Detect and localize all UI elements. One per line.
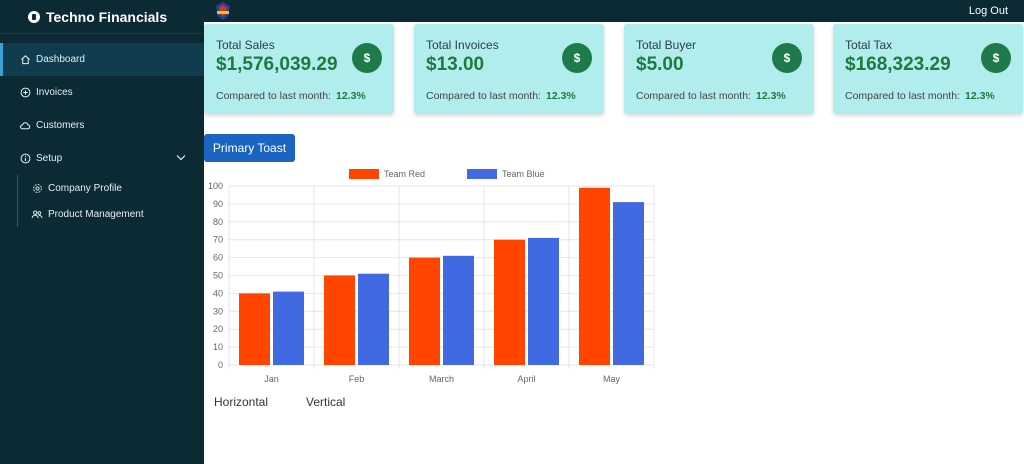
sidebar-item-label: Dashboard bbox=[36, 54, 85, 65]
card-value: $5.00 bbox=[636, 54, 684, 75]
home-icon bbox=[18, 54, 32, 65]
y-tick-label: 70 bbox=[213, 235, 223, 245]
cloud-icon bbox=[18, 120, 32, 131]
brand[interactable]: Techno Financials bbox=[0, 0, 204, 34]
bar bbox=[613, 202, 644, 365]
sidebar-item-invoices[interactable]: Invoices bbox=[0, 76, 204, 109]
bar bbox=[579, 187, 610, 365]
y-tick-label: 0 bbox=[218, 360, 223, 370]
compare-label: Compared to last month: bbox=[845, 90, 960, 102]
sidebar-item-label: Company Profile bbox=[48, 182, 122, 194]
stat-card-total-invoices: Total Invoices $13.00 $ Compared to last… bbox=[414, 24, 604, 114]
bar bbox=[443, 255, 474, 365]
legend-swatch bbox=[349, 169, 379, 179]
sidebar-item-label: Product Management bbox=[48, 208, 144, 220]
bar bbox=[528, 237, 559, 365]
y-tick-label: 90 bbox=[213, 199, 223, 209]
y-tick-label: 50 bbox=[213, 271, 223, 281]
chevron-down-icon[interactable] bbox=[176, 153, 186, 164]
y-tick-label: 80 bbox=[213, 217, 223, 227]
dollar-icon: $ bbox=[562, 43, 592, 73]
sidebar-item-setup[interactable]: Setup bbox=[0, 142, 204, 175]
compare-label: Compared to last month: bbox=[216, 90, 331, 102]
bar bbox=[324, 275, 355, 365]
bar bbox=[239, 293, 270, 365]
setup-submenu: Company Profile Product Management bbox=[17, 175, 204, 227]
x-tick-label: Jan bbox=[264, 374, 279, 384]
info-circle-icon bbox=[18, 153, 32, 164]
card-value: $13.00 bbox=[426, 54, 485, 75]
x-tick-label: April bbox=[517, 374, 535, 384]
compare-value: 12.3% bbox=[964, 90, 995, 102]
sidebar-item-label: Customers bbox=[36, 120, 85, 131]
horizontal-option[interactable]: Horizontal bbox=[214, 395, 269, 409]
compare-value: 12.3% bbox=[755, 90, 786, 102]
card-compare: Compared to last month: 12.3% bbox=[636, 90, 786, 102]
compare-value: 12.3% bbox=[335, 90, 366, 102]
stat-card-total-tax: Total Tax $168,323.29 $ Compared to last… bbox=[833, 24, 1023, 114]
legend-label: Team Red bbox=[384, 169, 425, 179]
plus-circle-icon bbox=[18, 87, 32, 98]
x-tick-label: Feb bbox=[349, 374, 365, 384]
legend-swatch bbox=[467, 169, 497, 179]
card-title: Total Sales bbox=[216, 38, 275, 52]
compare-label: Compared to last month: bbox=[636, 90, 751, 102]
card-value: $168,323.29 bbox=[845, 54, 951, 75]
bar bbox=[494, 239, 525, 365]
card-title: Total Buyer bbox=[636, 38, 697, 52]
card-title: Total Invoices bbox=[426, 38, 499, 52]
legend-label: Team Blue bbox=[502, 169, 545, 179]
bar bbox=[358, 273, 389, 365]
y-tick-label: 10 bbox=[213, 342, 223, 352]
sidebar-item-label: Setup bbox=[36, 153, 63, 164]
logout-link[interactable]: Log Out bbox=[968, 5, 1008, 17]
gear-icon bbox=[30, 183, 44, 194]
y-tick-label: 100 bbox=[208, 181, 223, 191]
sidebar-item-customers[interactable]: Customers bbox=[0, 109, 204, 142]
sidebar-item-label: Invoices bbox=[36, 87, 73, 98]
compare-value: 12.3% bbox=[545, 90, 576, 102]
y-tick-label: 60 bbox=[213, 253, 223, 263]
card-compare: Compared to last month: 12.3% bbox=[216, 90, 366, 102]
vertical-option[interactable]: Vertical bbox=[306, 395, 346, 409]
top-bar: Log Out bbox=[204, 0, 1024, 22]
y-tick-label: 30 bbox=[213, 306, 223, 316]
y-tick-label: 40 bbox=[213, 288, 223, 298]
sidebar: Techno Financials Dashboard Invoices Cus… bbox=[0, 0, 204, 464]
card-value: $1,576,039.29 bbox=[216, 54, 338, 75]
bar-chart: Team Red Team Blue 0 10 20 30 40 50 60 70 80 90 100 J… bbox=[208, 169, 655, 384]
bar bbox=[409, 257, 440, 365]
card-compare: Compared to last month: 12.3% bbox=[845, 90, 995, 102]
x-tick-label: May bbox=[603, 374, 621, 384]
sidebar-item-dashboard[interactable]: Dashboard bbox=[0, 43, 204, 76]
primary-toast-button[interactable]: Primary Toast bbox=[204, 134, 295, 162]
dollar-icon: $ bbox=[352, 43, 382, 73]
card-compare: Compared to last month: 12.3% bbox=[426, 90, 576, 102]
card-title: Total Tax bbox=[845, 38, 893, 52]
stat-card-total-buyer: Total Buyer $5.00 $ Compared to last mon… bbox=[624, 24, 814, 114]
app-logo-icon[interactable] bbox=[213, 1, 233, 21]
brand-logo-icon bbox=[28, 10, 40, 23]
compare-label: Compared to last month: bbox=[426, 90, 541, 102]
dollar-icon: $ bbox=[772, 43, 802, 73]
dollar-icon: $ bbox=[981, 43, 1011, 73]
sidebar-item-company-profile[interactable]: Company Profile bbox=[18, 175, 204, 201]
app-title: Techno Financials bbox=[46, 8, 168, 25]
stat-card-total-sales: Total Sales $1,576,039.29 $ Compared to … bbox=[204, 24, 394, 114]
sidebar-item-product-management[interactable]: Product Management bbox=[18, 201, 204, 227]
sidebar-nav: Dashboard Invoices Customers Setup bbox=[0, 43, 204, 227]
x-tick-label: March bbox=[429, 374, 454, 384]
y-tick-label: 20 bbox=[213, 324, 223, 334]
users-icon bbox=[30, 209, 44, 220]
bar bbox=[273, 291, 304, 365]
